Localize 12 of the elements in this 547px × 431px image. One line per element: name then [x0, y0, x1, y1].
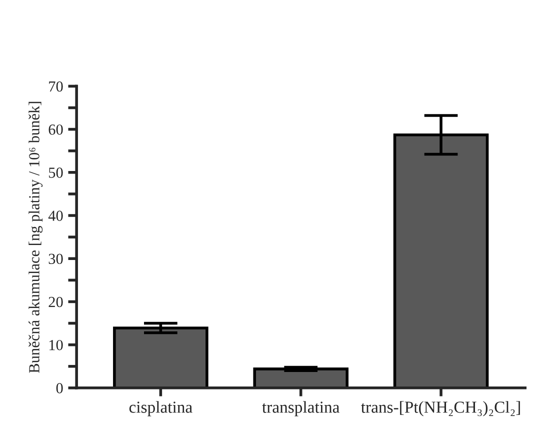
y-tick-label: 10 [49, 340, 63, 350]
x-tick-label: transplatina [262, 401, 340, 416]
y-tick-label: 50 [48, 168, 63, 178]
y-tick-label: 70 [49, 81, 63, 92]
y-tick-label: 40 [48, 210, 63, 221]
y-tick-label: 30 [48, 254, 63, 264]
y-axis-title: Buněčná akumulace [ng platiny / 10⁶ buněk] [28, 102, 43, 373]
y-tick-label: 60 [48, 124, 63, 135]
y-tick-label: 0 [56, 383, 63, 394]
y-tick-label: 20 [48, 296, 63, 308]
x-tick-label: cisplatina [129, 401, 192, 416]
x-tick-label: trans-[Pt(NH₂CH₃)₂Cl₂] [361, 401, 520, 416]
